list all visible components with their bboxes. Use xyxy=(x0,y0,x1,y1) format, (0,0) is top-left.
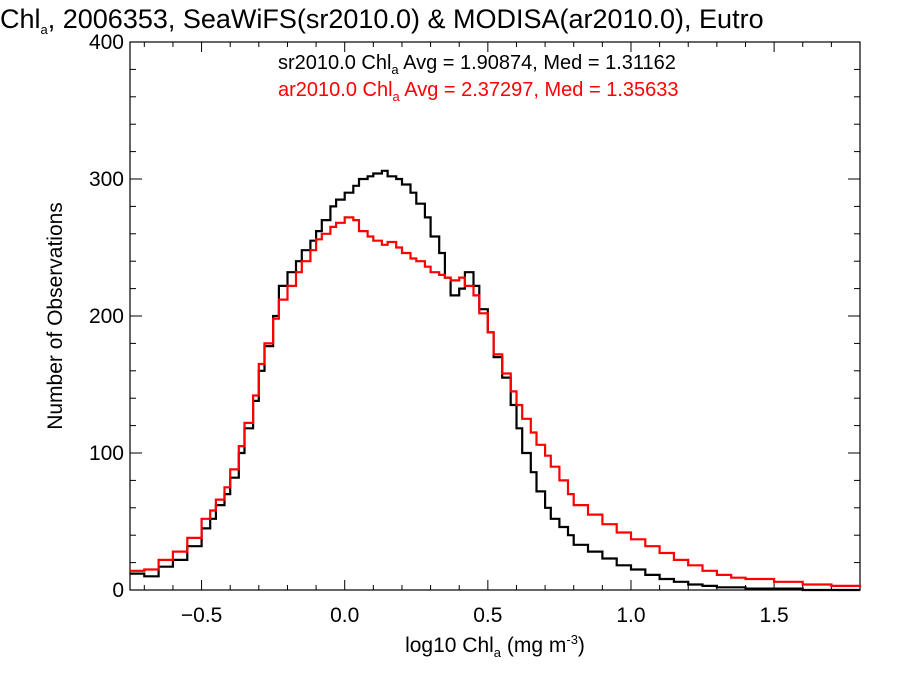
series-red-histogram xyxy=(130,216,862,588)
y-tick-label: 300 xyxy=(89,168,124,191)
legend-entry-red: ar2010.0 Chla Avg = 2.37297, Med = 1.356… xyxy=(278,79,679,104)
x-axis-label-mid: (mg m xyxy=(501,634,566,657)
x-axis-label-post: ) xyxy=(578,634,585,657)
legend-black-sub: a xyxy=(391,62,399,77)
chart-title-sub: a xyxy=(41,22,49,37)
legend: sr2010.0 Chla Avg = 1.90874, Med = 1.311… xyxy=(278,52,679,104)
y-tick-label: 100 xyxy=(89,442,124,465)
x-tick-label: 1.0 xyxy=(616,604,645,627)
y-tick-label: 400 xyxy=(89,31,124,54)
chart-title-post: , 2006353, SeaWiFS(sr2010.0) & MODISA(ar… xyxy=(48,4,764,34)
x-axis-label-pre: log10 Chl xyxy=(405,634,494,657)
legend-red-pre: ar2010.0 Chl xyxy=(278,79,393,101)
chart-title-pre: Chl xyxy=(0,4,41,34)
x-tick-label: 0.0 xyxy=(330,604,359,627)
y-tick-label: 0 xyxy=(112,579,124,602)
x-axis-label-sup: -3 xyxy=(566,632,578,647)
x-axis-label: log10 Chla (mg m-3) xyxy=(405,632,585,660)
chart-title: Chla, 2006353, SeaWiFS(sr2010.0) & MODIS… xyxy=(0,4,764,37)
y-axis-ticks: 0 100 200 300 400 xyxy=(89,31,860,602)
x-axis-ticks: −0.5 0.0 0.5 1.0 1.5 xyxy=(143,42,861,627)
legend-black-pre: sr2010.0 Chl xyxy=(278,52,391,74)
legend-entry-black: sr2010.0 Chla Avg = 1.90874, Med = 1.311… xyxy=(278,52,676,77)
x-tick-label: 1.5 xyxy=(760,604,789,627)
series-layer xyxy=(130,169,862,592)
x-tick-label: −0.5 xyxy=(181,604,222,627)
series-black-histogram xyxy=(130,169,860,592)
y-axis-label: Number of Observations xyxy=(44,202,67,430)
legend-black-post: Avg = 1.90874, Med = 1.31162 xyxy=(399,52,676,74)
plot-frame xyxy=(129,41,861,591)
x-axis-label-sub: a xyxy=(494,645,502,660)
x-tick-label: 0.5 xyxy=(473,604,502,627)
legend-red-sub: a xyxy=(393,89,401,104)
legend-red-post: Avg = 2.37297, Med = 1.35633 xyxy=(400,79,679,101)
y-tick-label: 200 xyxy=(89,305,124,328)
